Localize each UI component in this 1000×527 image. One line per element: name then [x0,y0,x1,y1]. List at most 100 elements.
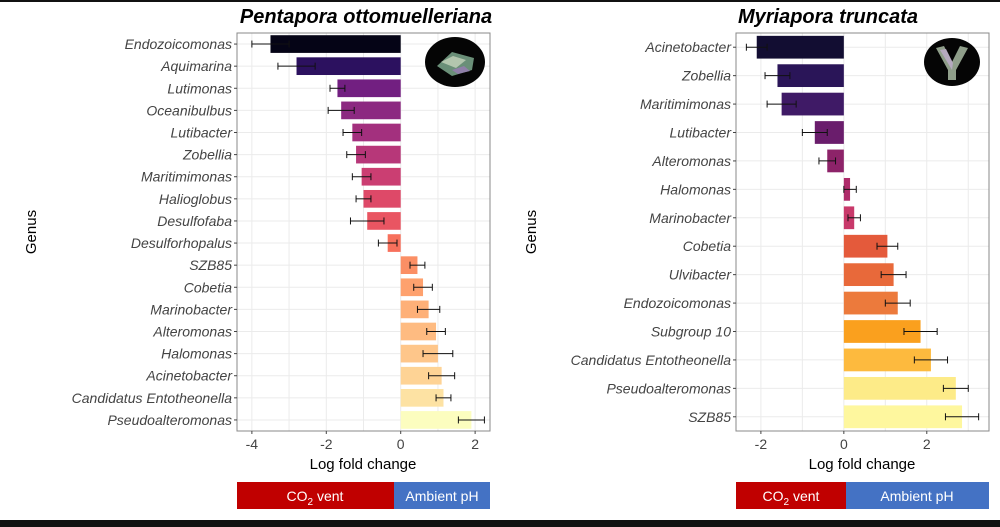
bar-cobetia [843,234,888,258]
error-bar [355,195,372,203]
y-tick-label: Cobetia [184,279,232,295]
y-tick-label: Desulforhopalus [131,235,232,251]
error-bar [251,40,290,48]
error-bar [944,413,980,421]
bar-pseudoalteromonas [400,411,472,429]
error-bar [329,84,346,92]
error-bar [745,43,768,51]
bar-zobellia [777,64,844,88]
x-axis-label: Log fold change [809,456,916,473]
chart-title: Pentapora ottomuelleriana [240,6,492,28]
error-bar [342,129,363,136]
y-axis-label: Genus [523,210,540,254]
x-tick-label: 0 [397,436,405,452]
bar-szb85 [843,405,963,429]
error-bar [426,328,446,335]
error-bar [409,261,426,269]
bar-maritimimonas [781,92,844,116]
y-tick-label: Lutibacter [670,125,733,141]
y-tick-label: Desulfofaba [157,213,232,229]
y-tick-label: Subgroup 10 [651,324,731,340]
bar-halioglobus [363,189,401,208]
y-tick-label: Halomonas [161,346,232,362]
y-tick-label: Lutimonas [167,80,232,96]
plot-frame [236,32,491,432]
error-bar [377,239,398,247]
error-bar [764,72,791,80]
bryozoan-photo-inset [924,38,980,86]
y-tick-label: Halioglobus [159,191,232,207]
bar-lutibacter [814,121,844,144]
bar-endozoicomonas [843,291,898,315]
y-tick-label: Alteromonas [651,153,731,169]
y-tick-label: Marinobacter [649,210,732,226]
y-tick-label: Zobellia [681,68,731,84]
bar-ulvibacter [843,263,894,287]
error-bar [351,173,372,181]
bar-acinetobacter [400,366,442,385]
bar-alteromonas [400,322,437,341]
y-tick-label: Candidatus Entotheonella [72,390,233,406]
error-bar [457,416,485,424]
y-tick-label: Halomonas [660,181,731,197]
y-tick-label: Endozoicomonas [125,36,232,52]
error-bar [903,328,938,335]
bar-subgroup-10 [843,320,921,343]
bar-marinobacter [400,300,429,319]
y-axis-label: Genus [23,210,40,254]
y-tick-label: Lutibacter [171,125,234,141]
y-tick-label: Oceanibulbus [146,102,232,118]
bar-zobellia [356,145,401,164]
y-tick-label: Ulvibacter [669,267,733,283]
error-bar [942,384,969,392]
y-tick-label: Pseudoalteromonas [107,412,232,428]
chart-title: Myriapora truncata [738,6,918,28]
x-tick-label: 2 [471,436,479,452]
error-bar [349,217,385,225]
y-tick-labels: Acinetobacter Zobellia Maritimimonas Lutiba… [571,39,736,425]
y-tick-label: Maritimimonas [141,169,232,185]
bar-endozoicomonas [270,35,401,53]
y-tick-label: SZB85 [189,257,232,273]
co2-vent-legend-box [736,482,846,509]
bar-cobetia [400,278,424,297]
panel-pentapora: Pentapora ottomuelleriana Endozoicomonas… [23,6,492,509]
ambient-ph-legend-label: Ambient pH [405,488,478,504]
error-bar [884,299,911,307]
y-tick-label: Endozoicomonas [624,295,731,311]
legend-bar: CO2 vent Ambient pH [736,482,989,509]
bar-lutibacter [352,123,401,142]
legend-bar: CO2 vent Ambient pH [237,482,490,509]
error-bar [435,394,452,402]
y-tick-label: Alteromonas [152,324,232,340]
panel-myriapora: Myriapora truncata Acinetobacter Zobellia… [523,6,990,509]
top-rule [0,0,1000,2]
y-tick-label: Pseudoalteromonas [606,380,731,396]
x-tick-labels: -2 0 2 [755,431,931,452]
y-tick-label: Cobetia [683,238,731,254]
bars [251,35,485,429]
y-tick-labels: Endozoicomonas Aquimarina Lutimonas Oceanib… [72,36,237,428]
bar-oceanibulbus [341,101,401,120]
x-axis-label: Log fold change [310,456,417,473]
error-bar [416,305,441,313]
error-bar [847,214,861,222]
bar-candidatus-entotheonella [843,348,931,372]
error-bar [346,151,366,159]
x-tick-label: -4 [246,436,259,452]
ambient-ph-legend-box [846,482,989,509]
x-tick-label: -2 [320,436,333,452]
bar-maritimimonas [361,167,401,186]
error-bar [876,242,899,250]
x-tick-label: 2 [923,436,931,452]
error-bar [913,356,949,364]
y-tick-label: Acinetobacter [145,368,233,384]
ambient-ph-legend-label: Ambient pH [880,488,953,504]
bryozoan-photo-inset [425,37,485,87]
bar-szb85 [400,256,418,275]
y-tick-label: Candidatus Entotheonella [571,352,732,368]
y-tick-label: Marinobacter [150,301,233,317]
y-tick-label: Aquimarina [160,58,232,74]
y-tick-label: SZB85 [688,409,731,425]
